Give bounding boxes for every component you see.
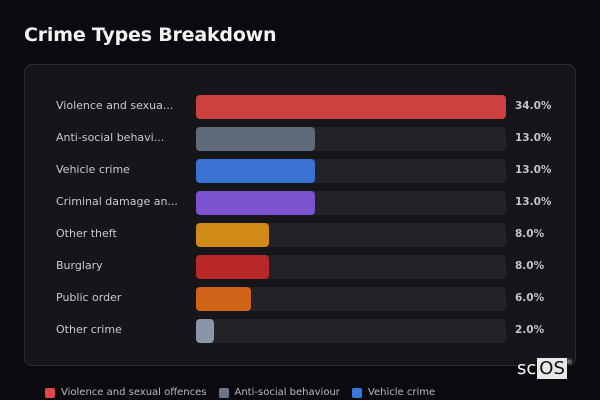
bar-row: Violence and sexua... 34.0%	[25, 95, 575, 119]
bar-label: Burglary	[56, 259, 103, 272]
page-title: Crime Types Breakdown	[24, 24, 277, 46]
logo-boxed: OS	[537, 358, 567, 379]
bar-fill[interactable]	[196, 255, 269, 279]
legend-item[interactable]: Vehicle crime	[351, 387, 436, 398]
bar-value: 6.0%	[515, 292, 545, 304]
bar-fill[interactable]	[196, 191, 315, 215]
bar-value: 2.0%	[515, 324, 545, 336]
bar-track	[196, 159, 506, 183]
bar-track	[196, 255, 506, 279]
legend-label: Violence and sexual offences	[61, 387, 207, 398]
bar-label: Criminal damage an...	[56, 195, 178, 208]
bar-fill[interactable]	[196, 95, 506, 119]
registered-mark: ®	[565, 358, 573, 366]
bar-fill[interactable]	[196, 287, 251, 311]
bar-value: 34.0%	[515, 100, 552, 112]
bar-fill[interactable]	[196, 223, 269, 247]
bar-row: Other theft 8.0%	[25, 223, 575, 247]
bar-row: Burglary 8.0%	[25, 255, 575, 279]
logo-prefix: sc	[517, 358, 537, 379]
legend-swatch	[45, 387, 55, 398]
bar-row: Criminal damage an... 13.0%	[25, 191, 575, 215]
bar-value: 13.0%	[515, 196, 552, 208]
bar-row: Other crime 2.0%	[25, 319, 575, 343]
bar-label: Violence and sexua...	[56, 99, 174, 112]
chart-legend: Violence and sexual offences Anti-social …	[45, 387, 435, 398]
bar-label: Other crime	[56, 323, 122, 336]
bar-value: 8.0%	[515, 228, 545, 240]
bar-track	[196, 95, 506, 119]
bar-label: Public order	[56, 291, 122, 304]
bar-label: Vehicle crime	[56, 163, 130, 176]
bar-track	[196, 191, 506, 215]
legend-label: Vehicle crime	[367, 387, 436, 398]
brand-logo: sc OS ®	[517, 358, 573, 379]
bar-fill[interactable]	[196, 127, 315, 151]
bar-row: Vehicle crime 13.0%	[25, 159, 575, 183]
bar-row: Public order 6.0%	[25, 287, 575, 311]
legend-item[interactable]: Anti-social behaviour	[218, 387, 340, 398]
bar-value: 13.0%	[515, 132, 552, 144]
bar-fill[interactable]	[196, 159, 315, 183]
legend-item[interactable]: Violence and sexual offences	[45, 387, 207, 398]
bar-fill[interactable]	[196, 319, 215, 343]
bar-track	[196, 319, 506, 343]
bar-track	[196, 287, 506, 311]
legend-swatch	[351, 387, 362, 398]
legend-swatch	[218, 387, 229, 398]
bar-value: 13.0%	[515, 164, 552, 176]
bar-track	[196, 223, 506, 247]
bar-track	[196, 127, 506, 151]
bar-label: Anti-social behavi...	[56, 131, 165, 144]
bar-label: Other theft	[56, 227, 117, 240]
legend-label: Anti-social behaviour	[234, 387, 340, 398]
chart-card: Violence and sexua... 34.0% Anti-social be…	[24, 64, 576, 366]
bar-row: Anti-social behavi... 13.0%	[25, 127, 575, 151]
bar-value: 8.0%	[515, 260, 545, 272]
